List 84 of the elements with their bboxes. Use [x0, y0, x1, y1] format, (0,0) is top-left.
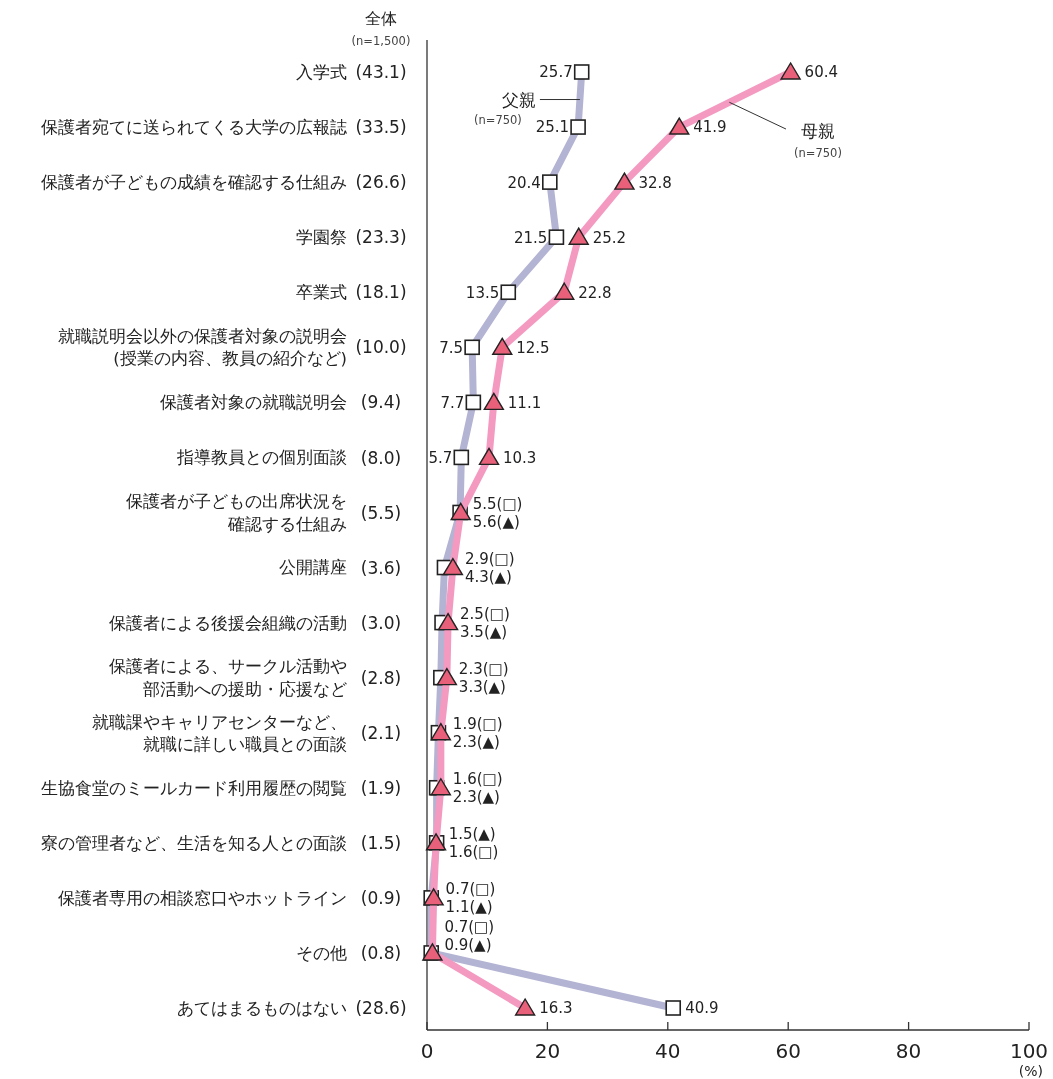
data-label: 40.9: [685, 999, 719, 1018]
data-label: 3.5(▲): [460, 622, 508, 641]
x-tick-label: 60: [775, 1039, 801, 1063]
data-label: 5.7: [428, 448, 453, 467]
y2-tick-label: (3.0): [360, 612, 402, 633]
x-tick-label: 0: [420, 1039, 434, 1063]
data-label: 0.7(□): [445, 880, 496, 899]
y-tick-label: 就職説明会以外の保護者対象の説明会(授業の内容、教員の紹介など): [58, 327, 347, 369]
y-tick-label: 生協食堂のミールカード利用履歴の閲覧: [41, 778, 347, 798]
y2-tick-label: (43.1): [355, 62, 407, 83]
data-label: 1.5(▲): [448, 825, 496, 844]
y2-tick-label: (0.8): [360, 943, 402, 964]
data-label: 22.8: [578, 283, 612, 302]
data-label: 0.7(□): [444, 918, 495, 937]
y-tick-label: 寮の管理者など、生活を知る人との面談: [41, 833, 347, 853]
y2-tick-label: (9.4): [360, 392, 402, 413]
y-tick-label: 保護者による、サークル活動や部活動への援助・応援など: [109, 657, 347, 699]
y-tick-label: 卒業式: [296, 283, 347, 303]
y2-tick-label: (33.5): [355, 117, 407, 138]
y-tick-label: 保護者が子どもの出席状況を確認する仕組み: [126, 492, 347, 534]
y-tick-label: 就職課やキャリアセンターなど、就職に詳しい職員との面談: [92, 712, 347, 754]
y2-tick-label: (1.5): [360, 832, 402, 853]
data-label: 7.5: [439, 338, 464, 357]
y2-tick-label: (26.6): [355, 172, 407, 193]
y2-tick-label: (10.0): [355, 337, 407, 358]
y-tick-label: 入学式: [296, 62, 347, 82]
annotation: (n=750): [794, 146, 842, 161]
y-tick-label: 保護者宛てに送られてくる大学の広報誌: [41, 118, 347, 137]
data-label: 41.9: [693, 118, 727, 137]
data-label: 13.5: [465, 283, 500, 302]
y2-tick-label: (0.9): [360, 888, 402, 908]
data-label: 25.1: [535, 118, 570, 137]
data-label: 7.7: [440, 393, 465, 412]
text: (n=1,500): [351, 34, 411, 48]
data-label: 5.5(□): [472, 494, 523, 513]
data-label: 1.9(□): [452, 715, 503, 734]
data-label: 20.4: [507, 173, 541, 192]
y-tick-label: あてはまるものはない: [177, 998, 347, 1018]
text: 全体: [365, 9, 397, 28]
x-tick-label: 80: [895, 1039, 922, 1063]
data-label: 3.3(▲): [458, 678, 506, 697]
y-tick-label: 学園祭: [296, 228, 347, 248]
y2-tick-label: (18.1): [355, 282, 407, 303]
y-tick-label: 指導教員との個別面談: [176, 448, 347, 468]
x-axis-title: (%): [1018, 1063, 1043, 1079]
y2-tick-label: (1.9): [360, 777, 402, 798]
x-tick-label: 20: [534, 1039, 561, 1063]
annotation: (n=750): [473, 112, 522, 127]
data-label: 1.6(□): [448, 843, 499, 862]
x-tick-label: 40: [655, 1039, 681, 1063]
data-label: 2.3(▲): [452, 788, 500, 807]
y2-tick-label: (5.5): [360, 502, 402, 523]
y2-tick-label: (2.8): [360, 667, 402, 688]
data-label: 5.6(▲): [472, 512, 520, 531]
data-label: 25.7: [539, 63, 573, 82]
y-tick-label: 保護者が子どもの成績を確認する仕組み: [41, 173, 347, 193]
y-tick-label: 保護者による後援会組織の活動: [109, 613, 347, 633]
y2-tick-label: (8.0): [360, 447, 402, 468]
data-label: 10.3: [503, 448, 537, 467]
data-label: 2.3(▲): [452, 733, 500, 752]
y-tick-label: 公開講座: [279, 558, 347, 578]
data-label: 1.6(□): [452, 770, 503, 789]
y2-tick-label: (3.6): [360, 557, 402, 578]
data-label: 32.8: [638, 173, 672, 192]
data-label: 2.3(□): [458, 660, 509, 679]
y-tick-label: その他: [296, 943, 347, 963]
y2-tick-label: (2.1): [360, 722, 402, 743]
y-tick-label: 保護者対象の就職説明会: [160, 393, 347, 413]
data-label: 4.3(▲): [464, 567, 512, 586]
y2-tick-label: (23.3): [355, 227, 407, 248]
data-label: 0.9(▲): [444, 936, 492, 955]
data-label: 11.1: [507, 393, 542, 412]
x-tick-label: 100: [1009, 1039, 1049, 1063]
data-label: 2.9(□): [464, 549, 515, 568]
data-label: 16.3: [539, 999, 573, 1018]
data-label: 1.1(▲): [445, 898, 493, 917]
y2-tick-label: (28.6): [355, 998, 407, 1019]
y-tick-label: 保護者専用の相談窓口やホットライン: [58, 888, 347, 908]
data-label: 12.5: [516, 338, 550, 357]
data-label: 25.2: [592, 228, 627, 247]
data-label: 21.5: [514, 228, 548, 247]
data-label: 2.5(□): [460, 604, 510, 623]
text: 母親: [801, 121, 835, 142]
data-label: 60.4: [804, 63, 839, 82]
